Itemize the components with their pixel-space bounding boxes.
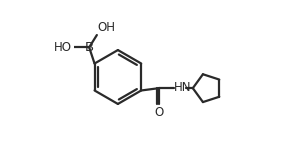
Text: OH: OH <box>98 21 116 34</box>
Text: HN: HN <box>174 81 192 94</box>
Text: O: O <box>154 106 164 119</box>
Text: B: B <box>85 41 94 54</box>
Text: HO: HO <box>53 41 72 54</box>
